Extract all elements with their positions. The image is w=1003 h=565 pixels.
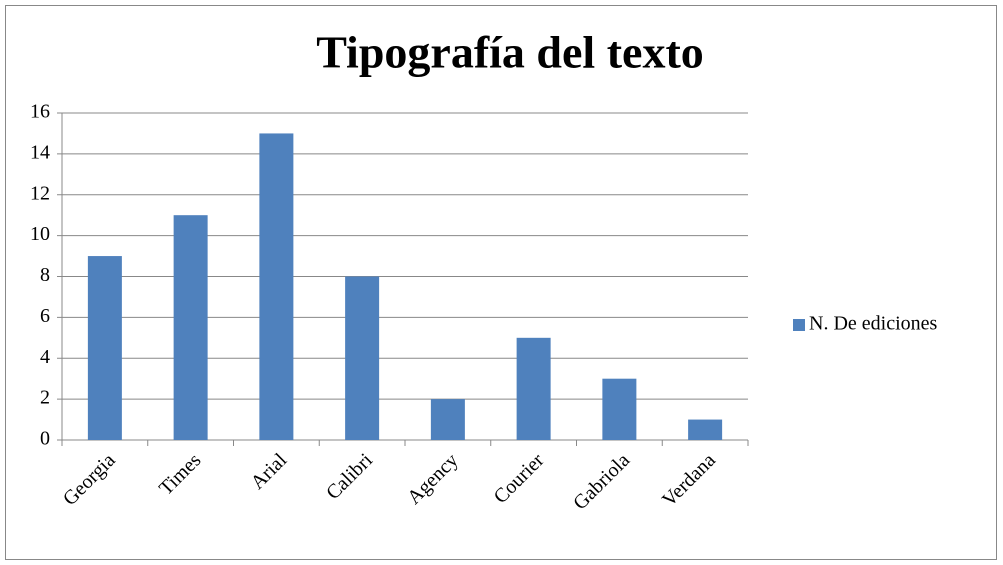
y-tick-label: 8 xyxy=(40,264,50,286)
y-tick-label: 6 xyxy=(40,305,50,327)
y-tick-label: 2 xyxy=(40,387,50,409)
y-tick-label: 16 xyxy=(30,101,50,123)
bar xyxy=(688,419,723,440)
bar xyxy=(430,399,465,440)
chart-title: Tipografía del texto xyxy=(316,27,704,78)
bar xyxy=(345,276,380,440)
bar xyxy=(602,378,637,440)
chart-border xyxy=(5,5,997,560)
legend-label: N. De ediciones xyxy=(809,313,938,335)
legend-swatch xyxy=(793,319,805,331)
bar xyxy=(87,256,122,440)
y-tick-label: 0 xyxy=(40,428,50,450)
bar xyxy=(516,337,551,440)
y-tick-label: 14 xyxy=(30,141,50,163)
y-tick-label: 12 xyxy=(30,182,50,204)
y-tick-label: 4 xyxy=(40,346,50,368)
bar xyxy=(173,215,208,440)
y-tick-label: 10 xyxy=(30,223,50,245)
bar xyxy=(259,133,294,440)
